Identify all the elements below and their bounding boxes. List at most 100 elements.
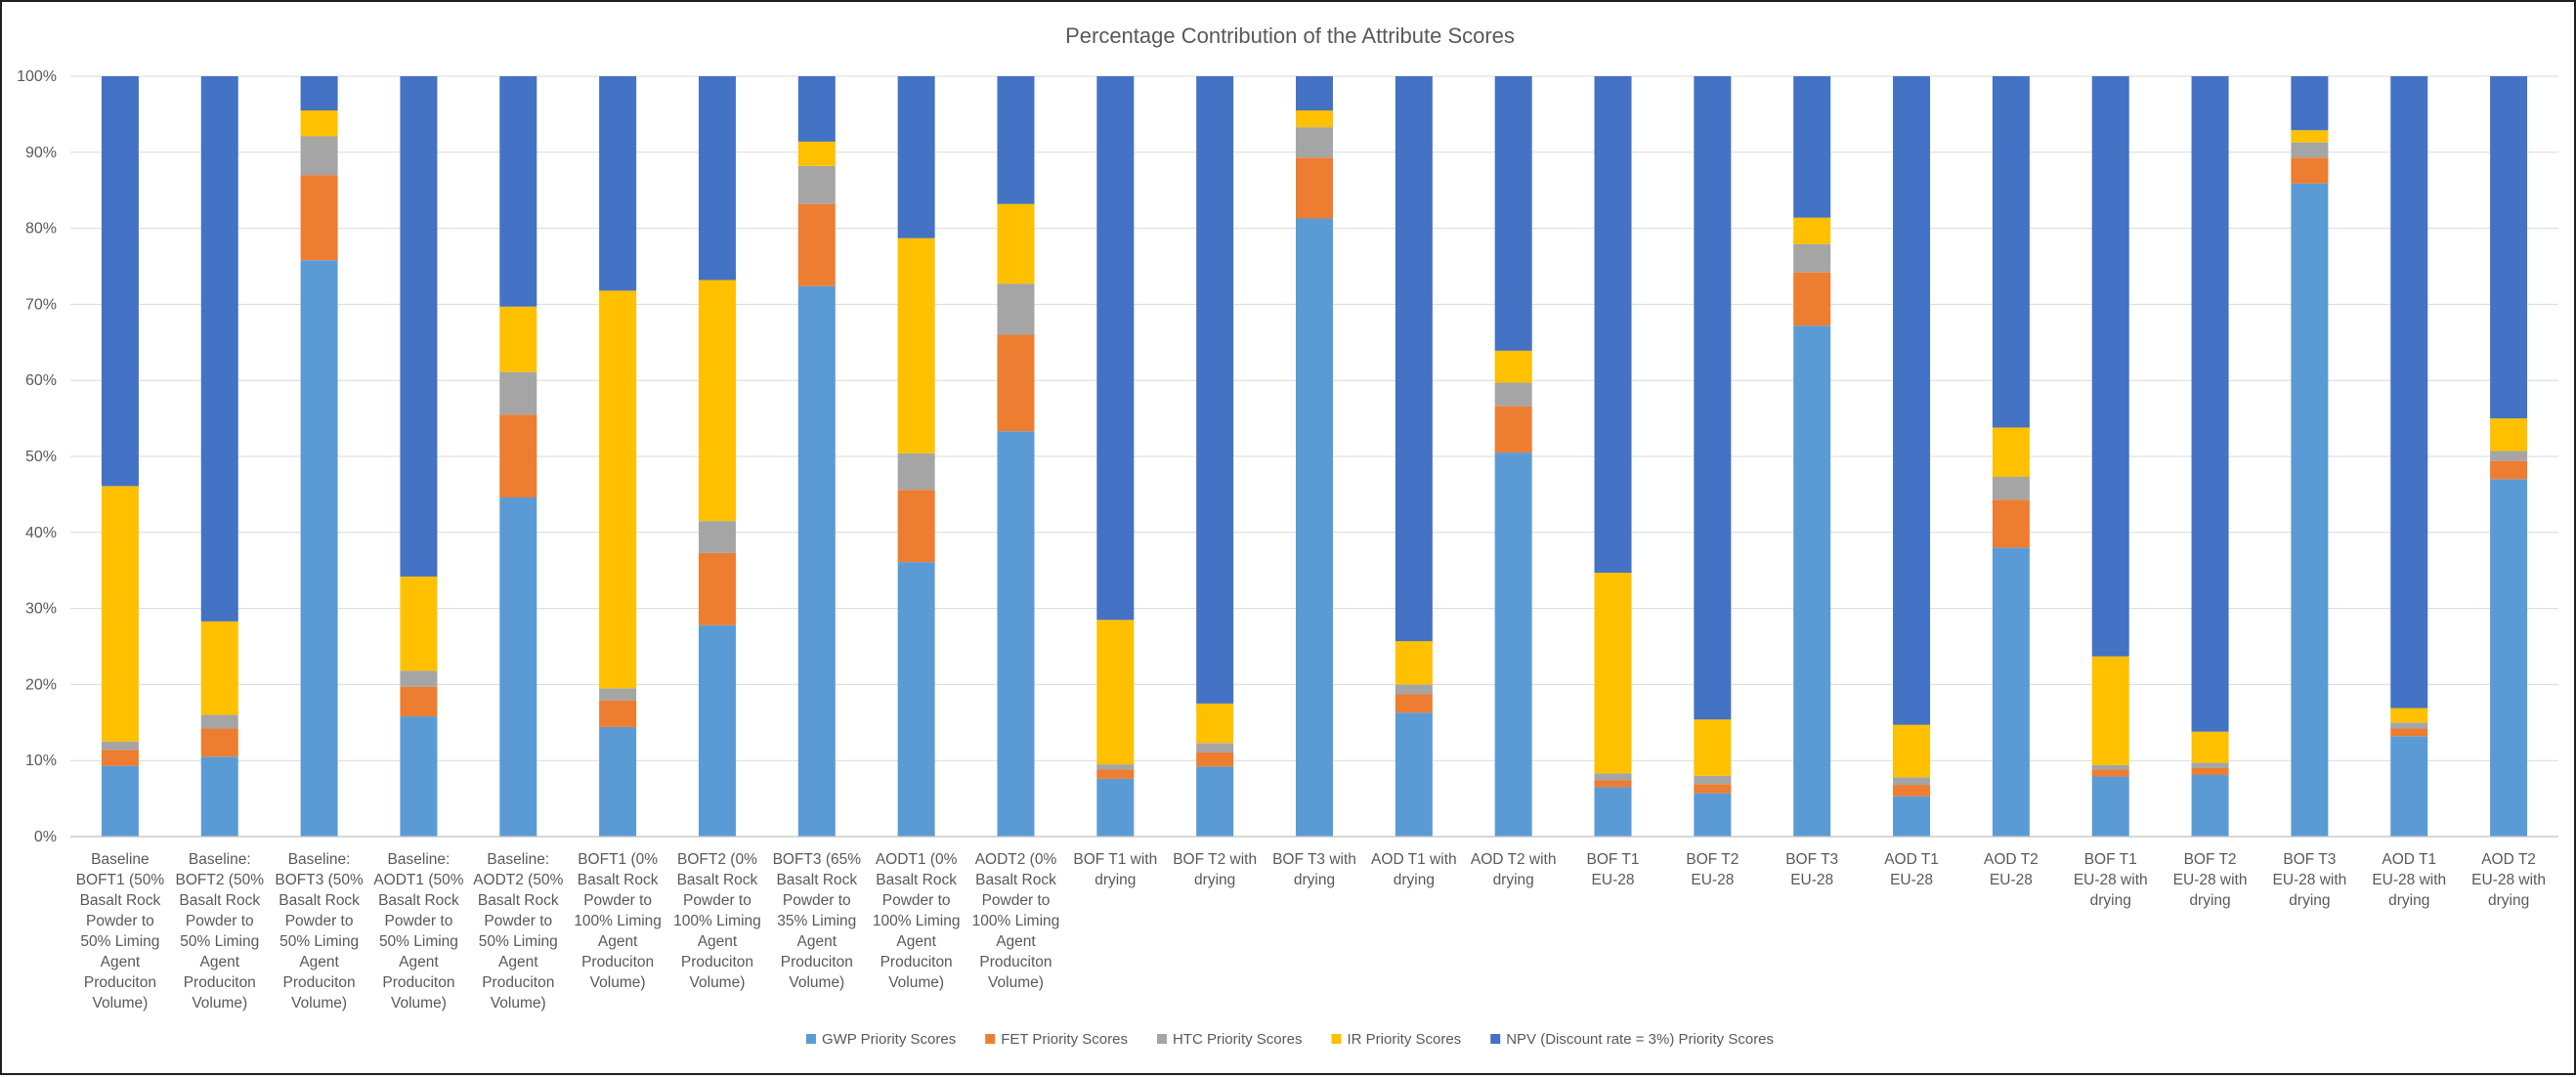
bar-segment	[1096, 764, 1135, 770]
bar-segment	[1395, 694, 1433, 713]
bar-segment	[200, 756, 238, 837]
bar-segment	[200, 76, 238, 622]
bar-segment	[997, 76, 1035, 204]
bar-segment	[698, 76, 736, 280]
bar-segment	[200, 728, 238, 757]
legend-item: GWP Priority Scores	[805, 1031, 956, 1048]
y-tick-label: 100%	[17, 68, 57, 85]
x-category-label: Baseline BOFT1 (50% Basalt Rock Powder to 50…	[76, 851, 165, 1012]
bar-segment	[2490, 460, 2528, 480]
bar-segment	[897, 76, 935, 238]
x-category-label: BOF T2 with drying	[1173, 851, 1257, 888]
bar-segment	[101, 750, 139, 766]
bar-segment	[1992, 76, 2030, 428]
bar-segment	[698, 521, 736, 553]
x-category-label: AOD T1 EU-28	[1884, 851, 1939, 888]
x-category-label: Baseline: BOFT2 (50% Basalt Rock Powder to 5…	[176, 851, 265, 1012]
bar-segment	[997, 283, 1035, 335]
x-category-label: BOF T2 EU-28 with drying	[2173, 851, 2248, 909]
bar-segment	[2490, 451, 2528, 461]
x-category-label: BOFT3 (65% Basalt Rock Powder to 35% Liming…	[773, 851, 862, 991]
bar-segment	[499, 76, 537, 307]
bar-segment	[2490, 418, 2528, 452]
y-tick-label: 90%	[25, 145, 57, 161]
y-tick-label: 80%	[25, 221, 57, 237]
x-category-label: AOD T2 with drying	[1471, 851, 1557, 888]
bar-segment	[400, 716, 438, 837]
bar-segment	[1494, 452, 1532, 837]
bar-segment	[2291, 76, 2329, 131]
x-category-label: BOFT1 (0% Basalt Rock Powder to 100% Liming…	[574, 851, 662, 991]
bar-segment	[499, 414, 537, 498]
bar-segment	[1096, 778, 1135, 837]
bar-segment	[797, 203, 836, 286]
bar-segment	[2390, 722, 2428, 729]
bar-segment	[1694, 719, 1732, 776]
legend-label: NPV (Discount rate = 3%) Priority Scores	[1506, 1031, 1774, 1048]
bar-segment	[1296, 110, 1333, 128]
y-tick-label: 50%	[25, 449, 57, 465]
bar-segment	[897, 562, 935, 837]
bar-segment	[1893, 785, 1931, 797]
bar-segment	[2091, 776, 2129, 837]
y-tick-label: 40%	[25, 525, 57, 541]
bar-segment	[1992, 547, 2030, 837]
bar-segment	[797, 141, 836, 166]
bar-segment	[2291, 142, 2329, 158]
bar-segment	[897, 452, 935, 491]
bar-segment	[1096, 620, 1135, 765]
bar-segment	[997, 203, 1035, 284]
y-tick-label: 60%	[25, 372, 57, 389]
bar-segment	[2490, 479, 2528, 837]
bar-segment	[1893, 76, 1931, 725]
x-category-label: Baseline: AODT1 (50% Basalt Rock Powder to 5…	[373, 851, 463, 1012]
bar-segment	[1893, 777, 1931, 786]
bar-segment	[1196, 703, 1234, 744]
legend-swatch	[1331, 1034, 1342, 1044]
bar-segment	[1594, 773, 1632, 781]
bar-segment	[1196, 743, 1234, 753]
x-category-label: BOF T3 with drying	[1272, 851, 1356, 888]
legend-label: FET Priority Scores	[1001, 1031, 1128, 1048]
bar-segment	[797, 76, 836, 142]
y-tick-label: 30%	[25, 601, 57, 618]
bar-segment	[1395, 641, 1433, 685]
bar-segment	[1694, 784, 1732, 794]
bar-segment	[1793, 325, 1831, 838]
bar-segment	[400, 576, 438, 671]
x-category-label: BOF T1 EU-28	[1587, 851, 1640, 888]
bar-segment	[2390, 736, 2428, 837]
x-category-label: AOD T1 with drying	[1371, 851, 1457, 888]
bar-segment	[1694, 76, 1732, 720]
bar-segment	[400, 76, 438, 577]
bar-segment	[200, 714, 238, 729]
bar-segment	[2091, 76, 2129, 657]
bar-segment	[101, 486, 139, 742]
bar-segment	[1594, 780, 1632, 788]
bar-segment	[1992, 499, 2030, 548]
bar-segment	[2390, 708, 2428, 723]
bar-segment	[797, 285, 836, 837]
x-category-label: AODT2 (0% Basalt Rock Powder to 100% Liming…	[972, 851, 1060, 991]
bar-segment	[1196, 752, 1234, 767]
bar-segment	[797, 165, 836, 204]
bar-segment	[1793, 243, 1831, 273]
bar-segment	[2191, 774, 2229, 837]
bar-segment	[1296, 127, 1333, 158]
bar-segment	[997, 334, 1035, 432]
bar-segment	[2191, 76, 2229, 732]
bar-segment	[1494, 382, 1532, 407]
bar-segment	[1992, 427, 2030, 478]
bars	[101, 76, 2528, 838]
x-axis-category-labels: Baseline BOFT1 (50% Basalt Rock Powder to 50…	[76, 851, 2546, 1012]
bar-segment	[1494, 350, 1532, 383]
legend-swatch	[1156, 1034, 1167, 1044]
bar-segment	[2490, 76, 2528, 419]
legend-swatch	[1490, 1034, 1501, 1044]
bar-segment	[1494, 406, 1532, 453]
legend-label: HTC Priority Scores	[1173, 1031, 1303, 1048]
bar-segment	[1793, 76, 1831, 218]
legend-label: IR Priority Scores	[1347, 1031, 1461, 1048]
bar-segment	[2191, 762, 2229, 768]
